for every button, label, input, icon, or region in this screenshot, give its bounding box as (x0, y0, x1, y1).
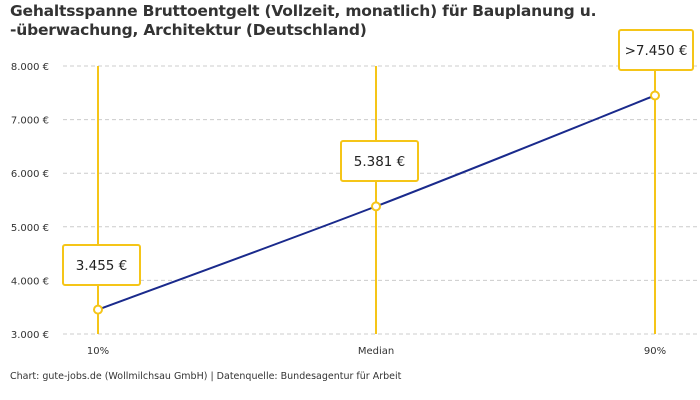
y-tick-label: 3.000 € (11, 330, 49, 341)
data-label-box (618, 29, 694, 71)
data-label: 3.455 € (76, 258, 128, 274)
data-point (371, 201, 381, 212)
x-tick-label: Median (358, 346, 394, 357)
data-label: >7.450 € (625, 43, 688, 59)
data-label: 5.381 € (354, 154, 406, 170)
data-point (93, 304, 103, 315)
x-tick-label: 10% (87, 346, 109, 357)
data-label-box (340, 140, 419, 182)
x-tick-label: 90% (644, 346, 666, 357)
data-point (650, 90, 660, 101)
y-tick-label: 8.000 € (11, 62, 49, 73)
chart-title: Gehaltsspanne Bruttoentgelt (Vollzeit, m… (10, 2, 597, 39)
y-tick-label: 5.000 € (11, 223, 49, 234)
y-tick-label: 4.000 € (11, 276, 49, 287)
y-tick-label: 7.000 € (11, 116, 49, 127)
data-label-box (62, 244, 141, 286)
y-tick-label: 6.000 € (11, 169, 49, 180)
chart-footer: Chart: gute-jobs.de (Wollmilchsau GmbH) … (10, 371, 402, 382)
